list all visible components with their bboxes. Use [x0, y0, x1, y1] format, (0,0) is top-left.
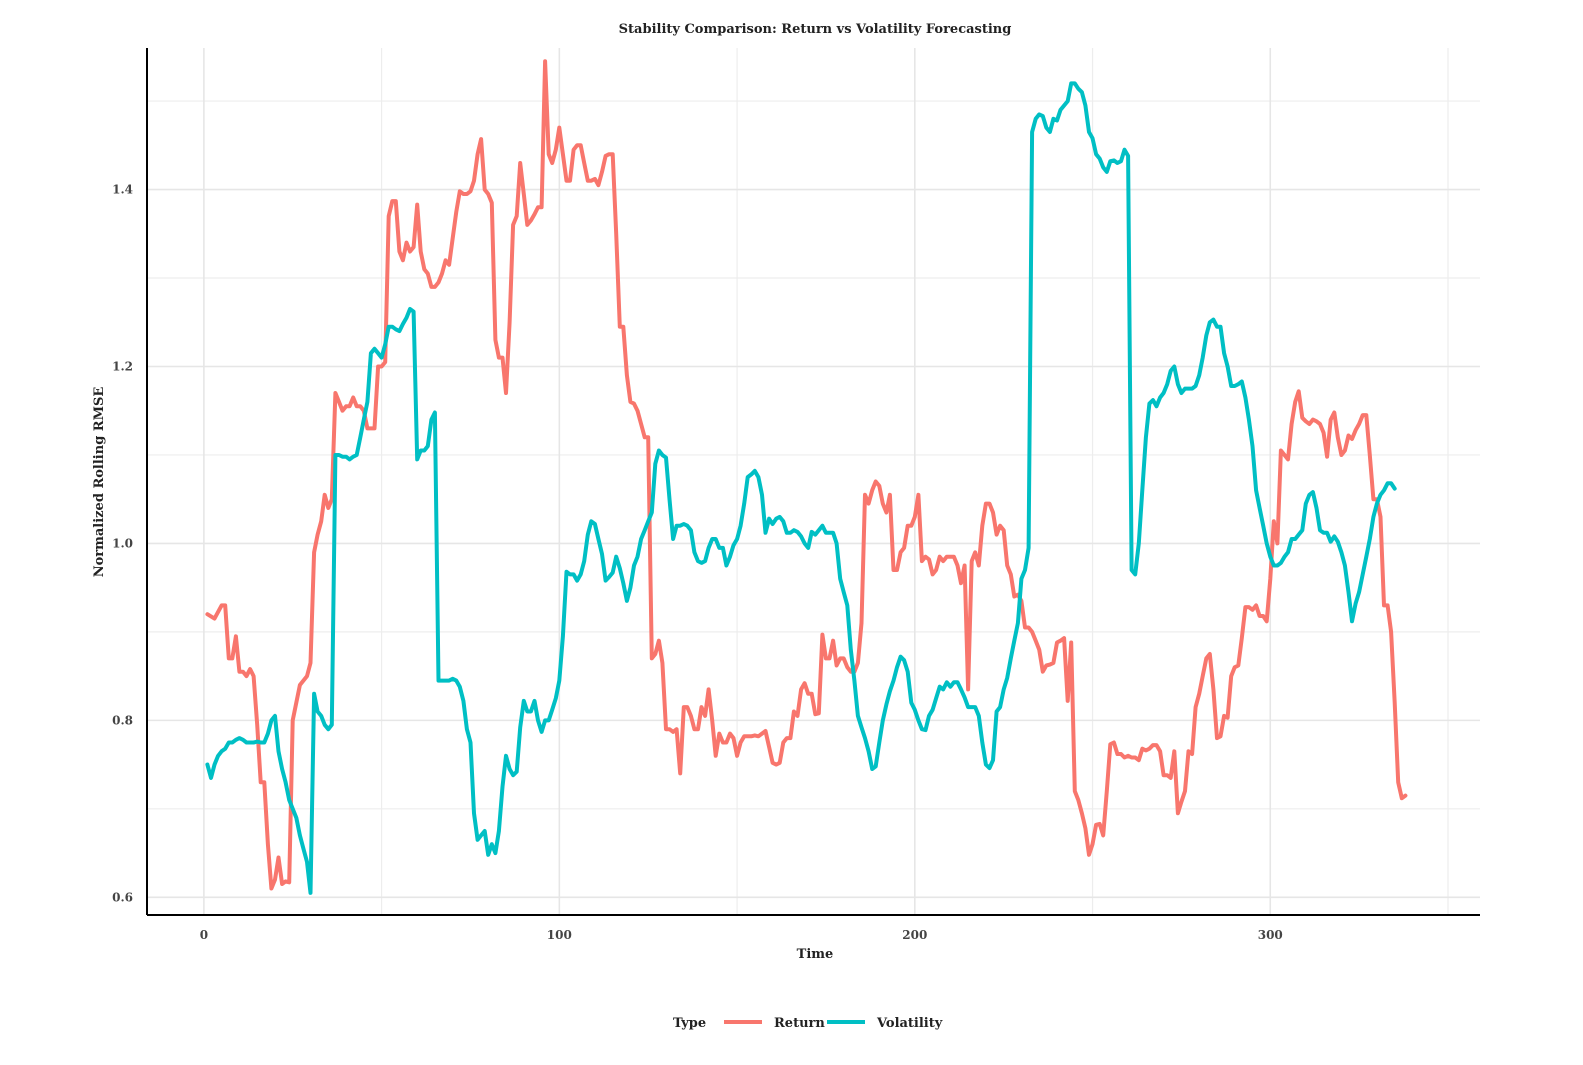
x-tick-label: 0: [200, 928, 208, 942]
series-line-volatility: [205, 81, 1397, 895]
legend-label-return: Return: [774, 1016, 825, 1031]
y-tick-label: 0.6: [112, 890, 133, 904]
x-tick-label: 200: [902, 928, 927, 942]
tick-labels: 0.6 0.8 1.0 1.2 1.4 0 100 200 300: [112, 183, 1283, 942]
x-tick-label: 300: [1258, 928, 1283, 942]
y-tick-label: 1.2: [112, 359, 133, 373]
y-tick-label: 1.4: [112, 183, 133, 197]
x-tick-label: 100: [547, 928, 572, 942]
grid: [147, 48, 1480, 915]
y-axis-title: Normalized Rolling RMSE: [92, 387, 107, 578]
legend: Type Return Volatility: [673, 1016, 943, 1031]
plot-area: [205, 59, 1408, 895]
legend-label-volatility: Volatility: [876, 1016, 943, 1031]
axes: [146, 48, 1480, 916]
chart-title: Stability Comparison: Return vs Volatili…: [619, 22, 1012, 37]
y-tick-label: 1.0: [112, 536, 133, 550]
y-tick-label: 0.8: [112, 713, 133, 727]
series-line-return: [205, 59, 1408, 891]
x-axis-title: Time: [797, 947, 834, 962]
legend-title: Type: [673, 1016, 706, 1031]
